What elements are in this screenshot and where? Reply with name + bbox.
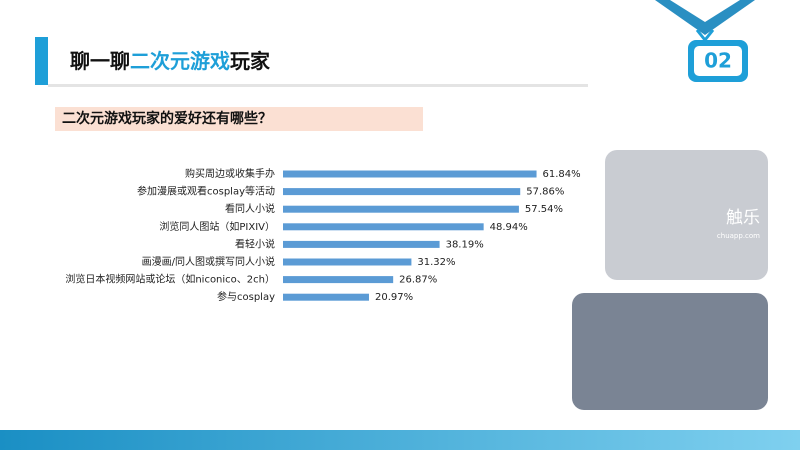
bar (283, 205, 519, 213)
watermark: 触乐 (726, 208, 760, 228)
category-label: 参加漫展或观看cosplay等活动 (137, 185, 275, 198)
category-label: 画漫画/同人图或撰写同人小说 (142, 255, 275, 268)
value-label: 57.86% (526, 187, 564, 198)
header-rule (48, 84, 588, 87)
bar (283, 240, 440, 248)
category-label: 购买周边或收集手办 (185, 167, 275, 180)
top-chevron (655, 0, 755, 35)
photo-expo (572, 293, 768, 410)
category-label: 看同人小说 (225, 202, 275, 215)
value-label: 61.84% (543, 169, 581, 180)
photo-figure (605, 150, 768, 280)
footer-band (0, 430, 800, 450)
value-label: 38.19% (446, 239, 484, 250)
question-box (55, 107, 423, 131)
bar-chart: 购买周边或收集手办 61.84% 参加漫展或观看cosplay等活动 57.86% 看同… (65, 167, 580, 303)
bar (283, 276, 394, 284)
value-label: 20.97% (375, 292, 413, 303)
category-label: 浏览日本视频网站或论坛（如niconico、2ch） (65, 273, 275, 286)
slide-title: 聊一聊二次元游戏玩家 (70, 49, 271, 73)
badge: 02 (688, 29, 748, 82)
header-accent (35, 37, 48, 85)
category-label: 参与cosplay (217, 290, 275, 303)
bar (283, 170, 537, 178)
bar (283, 188, 521, 196)
value-label: 57.54% (525, 204, 563, 215)
question: 二次元游戏玩家的爱好还有哪些？ (62, 110, 272, 127)
bar (283, 258, 412, 266)
category-label: 浏览同人图站（如PIXIV） (159, 220, 275, 233)
category-label: 看轻小说 (235, 237, 275, 250)
bar (283, 223, 484, 231)
value-label: 48.94% (490, 222, 528, 233)
watermark-url: chuapp.com (717, 232, 760, 240)
bar (283, 293, 369, 301)
badge-number: 02 (704, 49, 732, 73)
value-label: 31.32% (417, 257, 455, 268)
value-label: 26.87% (399, 275, 437, 286)
